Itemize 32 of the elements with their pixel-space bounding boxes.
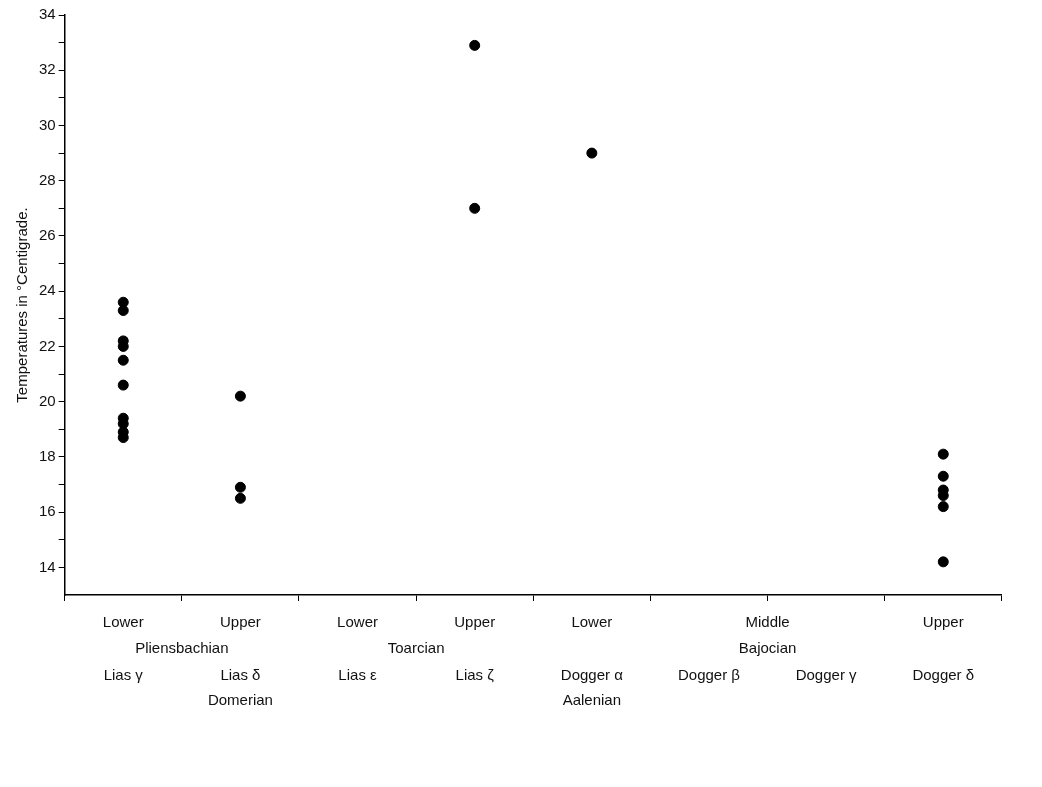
x-tick-label: Dogger γ xyxy=(795,666,858,684)
text: Upper xyxy=(454,612,496,630)
y-tick-label: 34 xyxy=(39,5,56,23)
text: Upper xyxy=(219,612,261,630)
x-tick-label: Lias δ xyxy=(220,666,261,684)
text: Toarcian xyxy=(387,638,445,656)
text: Domerian xyxy=(207,690,273,708)
y-tick-label: 32 xyxy=(39,60,56,78)
x-tick-label: Lias γ xyxy=(103,666,144,684)
y-axis-title: Temperatures in °Centigrade. xyxy=(13,207,31,403)
text: Lower xyxy=(337,612,378,630)
x-tick-label: Lias ε xyxy=(338,666,378,684)
text: Lower xyxy=(102,612,144,630)
text: Pliensbachian xyxy=(135,638,229,656)
x-tick-label: Dogger δ xyxy=(912,666,975,684)
text: Lower xyxy=(571,612,613,630)
y-tick-label: 16 xyxy=(39,502,56,520)
y-tick-label: 20 xyxy=(39,391,56,409)
text: Bajocian xyxy=(738,638,797,656)
text: Upper xyxy=(922,612,964,630)
x-tick-label: Lias ζ xyxy=(455,666,495,684)
y-tick-label: 14 xyxy=(39,557,56,575)
y-tick-label: 26 xyxy=(39,226,56,244)
y-tick-label: 30 xyxy=(39,115,56,133)
text: Middle xyxy=(745,612,790,630)
y-tick-label: 18 xyxy=(39,447,56,465)
y-tick-label: 24 xyxy=(39,281,56,299)
y-tick-label: 28 xyxy=(39,170,56,188)
text: Aalenian xyxy=(562,690,622,708)
x-tick-label: Dogger α xyxy=(560,666,624,684)
y-tick-label: 22 xyxy=(39,336,56,354)
x-tick-label: Dogger β xyxy=(677,666,741,684)
